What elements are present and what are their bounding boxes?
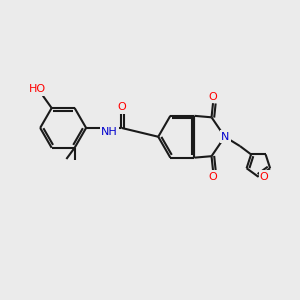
Text: O: O (208, 92, 217, 102)
Text: O: O (208, 172, 217, 182)
Text: N: N (221, 132, 230, 142)
Text: HO: HO (29, 84, 46, 94)
Text: NH: NH (101, 127, 118, 137)
Text: O: O (117, 102, 126, 112)
Text: O: O (260, 172, 268, 182)
